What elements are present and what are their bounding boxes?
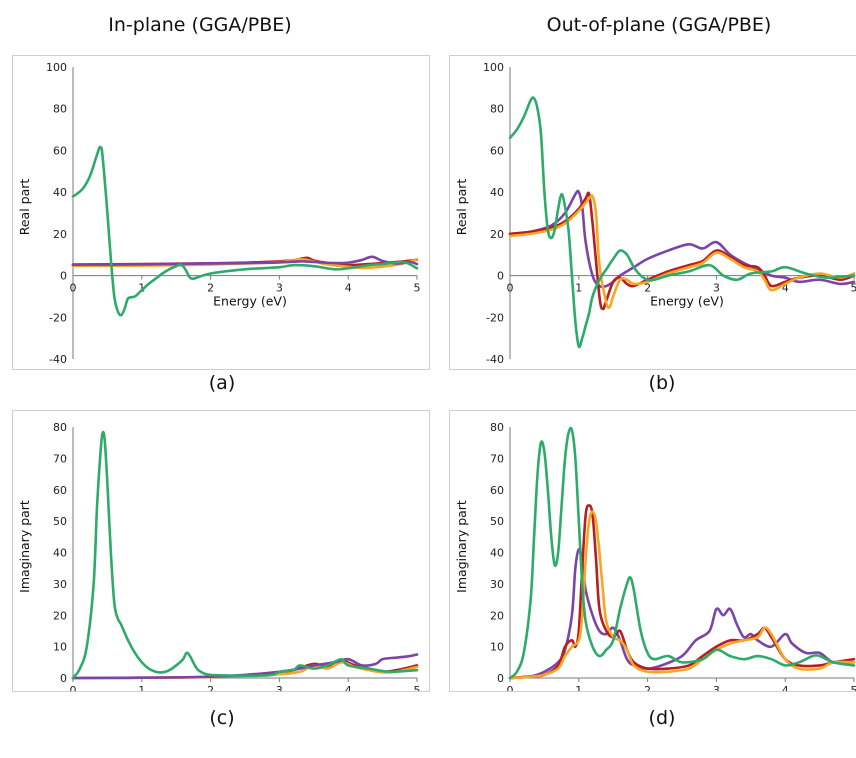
- chart-a-x-axis-label: Energy (eV): [213, 294, 287, 309]
- chart-d-y-tick-label: 50: [490, 515, 504, 528]
- chart-b-y-tick-label: 80: [490, 103, 504, 116]
- chart-a-series-line-3: [71, 255, 419, 267]
- chart-b-x-tick-label: 4: [782, 282, 789, 295]
- chart-a-y-axis-label: Real part: [17, 179, 32, 236]
- chart-c-x-tick-label: 2: [207, 684, 214, 691]
- chart-a-y-tick-label: -40: [49, 353, 67, 366]
- chart-d-y-tick-label: 20: [490, 609, 504, 622]
- chart-d-y-tick-label: 10: [490, 641, 504, 654]
- chart-d-y-tick-label: 30: [490, 578, 504, 591]
- chart-b-y-tick-label: 40: [490, 186, 504, 199]
- chart-b-x-tick-label: 3: [713, 282, 720, 295]
- caption-c: (c): [209, 707, 235, 729]
- chart-a-x-tick-label: 0: [70, 282, 77, 295]
- chart-d-y-tick-label: 0: [497, 672, 504, 685]
- chart-panel-d: 01020304050607080012345Energy (eV)Imagin…: [449, 410, 856, 711]
- chart-b-x-tick-label: 0: [507, 282, 514, 295]
- chart-a-svg: -40 -20 0 20 40 60 80 100 0 1 2 3 4 5 Energy (eV) Real …: [17, 61, 421, 366]
- chart-c-x-tick-label: 0: [70, 684, 77, 691]
- chart-c-x-tick-label: 5: [414, 684, 421, 691]
- chart-b-x-axis-label: Energy (eV): [650, 294, 724, 309]
- chart-a-y-tick-label: 0: [60, 270, 67, 283]
- chart-a-y-tick-label: -20: [49, 311, 67, 324]
- chart-b-x-tick-label: 1: [575, 282, 582, 295]
- chart-a-series-line-4: [71, 145, 419, 317]
- chart-d-y-tick-label: 70: [490, 452, 504, 465]
- chart-d-x-tick-label: 0: [507, 684, 514, 691]
- chart-b-x-tick-label: 2: [644, 282, 651, 295]
- chart-c-x-tick-label: 3: [276, 684, 283, 691]
- chart-d-x-tick-label: 4: [782, 684, 789, 691]
- chart-c-y-tick-label: 70: [53, 452, 67, 465]
- chart-b-y-axis-label: Real part: [454, 179, 469, 236]
- chart-c-x-tick-label: 4: [345, 684, 352, 691]
- chart-b-y-tick-label: 20: [490, 228, 504, 241]
- chart-a-y-tick-label: 20: [53, 228, 67, 241]
- chart-d-series-line-3: [508, 510, 856, 680]
- chart-b-series-line-2: [508, 191, 856, 311]
- chart-d-x-tick-label: 2: [644, 684, 651, 691]
- caption-b: (b): [648, 372, 676, 394]
- column-title-out-of-plane: Out-of-plane (GGA/PBE): [546, 14, 772, 36]
- caption-a: (a): [208, 372, 236, 394]
- chart-c-y-tick-label: 80: [53, 421, 67, 434]
- chart-c-series-line-3: [71, 653, 419, 680]
- chart-c-x-tick-label: 1: [138, 684, 145, 691]
- chart-c-svg: 01020304050607080012345Energy (eV)Imagin…: [17, 421, 421, 711]
- chart-panel-c: 01020304050607080012345Energy (eV)Imagin…: [12, 410, 430, 711]
- chart-b-series-line-4: [508, 96, 856, 349]
- chart-b-y-tick-label: 60: [490, 144, 504, 157]
- chart-d-x-tick-label: 1: [575, 684, 582, 691]
- chart-c-y-tick-label: 30: [53, 578, 67, 591]
- column-title-in-plane: In-plane (GGA/PBE): [108, 14, 292, 36]
- chart-a-y-tick-label: 80: [53, 103, 67, 116]
- chart-d-x-tick-label: 5: [851, 684, 856, 691]
- chart-d-series-line-1: [508, 548, 856, 680]
- chart-b-series-line-3: [508, 193, 856, 310]
- chart-c-y-axis-label: Imaginary part: [17, 500, 32, 593]
- chart-a-y-tick-label: 60: [53, 144, 67, 157]
- chart-a-x-tick-label: 2: [207, 282, 214, 295]
- caption-d: (d): [648, 707, 676, 729]
- chart-d-x-tick-label: 3: [713, 684, 720, 691]
- chart-d-series-line-4: [508, 426, 856, 680]
- chart-d-y-tick-label: 60: [490, 484, 504, 497]
- chart-c-y-tick-label: 40: [53, 547, 67, 560]
- chart-a-x-tick-label: 1: [138, 282, 145, 295]
- chart-c-y-tick-label: 0: [60, 672, 67, 685]
- chart-a-y-tick-label: 100: [46, 61, 67, 74]
- chart-c-y-tick-label: 10: [53, 641, 67, 654]
- chart-d-y-tick-label: 80: [490, 421, 504, 434]
- chart-a-x-tick-label: 5: [414, 282, 421, 295]
- chart-d-y-axis-label: Imaginary part: [454, 500, 469, 593]
- chart-panel-a: -40 -20 0 20 40 60 80 100 0 1 2 3 4 5 Energy (eV) Real …: [12, 55, 430, 370]
- chart-b-y-tick-label: -40: [486, 353, 504, 366]
- chart-c-y-tick-label: 60: [53, 484, 67, 497]
- chart-d-y-tick-label: 40: [490, 547, 504, 560]
- chart-b-series-line-1: [508, 189, 856, 289]
- chart-a-x-tick-label: 3: [276, 282, 283, 295]
- chart-panel-b: -40 -20 0 20 40 60 80 100 0 1 2 3 4 5 Energy (eV) Real …: [449, 55, 856, 370]
- chart-c-series-line-4: [71, 430, 419, 680]
- chart-c-y-tick-label: 20: [53, 609, 67, 622]
- chart-b-y-tick-label: 0: [497, 270, 504, 283]
- chart-b-y-tick-label: 100: [483, 61, 504, 74]
- chart-a-y-tick-label: 40: [53, 186, 67, 199]
- chart-c-y-tick-label: 50: [53, 515, 67, 528]
- chart-d-svg: 01020304050607080012345Energy (eV)Imagin…: [454, 421, 856, 711]
- chart-b-svg: -40 -20 0 20 40 60 80 100 0 1 2 3 4 5 Energy (eV) Real …: [454, 61, 856, 366]
- chart-a-x-tick-label: 4: [345, 282, 352, 295]
- chart-b-x-tick-label: 5: [851, 282, 856, 295]
- chart-b-y-tick-label: -20: [486, 311, 504, 324]
